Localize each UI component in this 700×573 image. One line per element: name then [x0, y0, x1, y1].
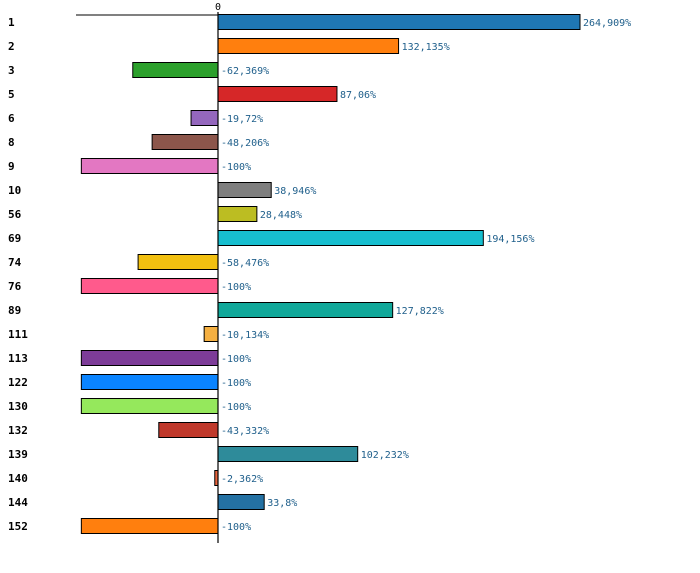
category-label: 8	[8, 136, 15, 149]
data-label: -48,206%	[221, 138, 269, 149]
data-label: -100%	[221, 282, 251, 293]
bar	[80, 398, 219, 414]
data-label: 28,448%	[260, 210, 302, 221]
bar	[217, 38, 400, 54]
category-label: 122	[8, 376, 28, 389]
category-label: 69	[8, 232, 21, 245]
category-label: 56	[8, 208, 22, 221]
data-label: 33,8%	[267, 498, 297, 509]
bar	[217, 14, 581, 30]
category-label: 3	[8, 64, 15, 77]
category-label: 2	[8, 40, 15, 53]
category-label: 89	[8, 304, 21, 317]
data-label: -100%	[221, 378, 251, 389]
category-label: 5	[8, 88, 15, 101]
category-label: 1	[8, 16, 15, 29]
category-label: 9	[8, 160, 15, 173]
category-label: 130	[8, 400, 28, 413]
data-label: -2,362%	[221, 474, 263, 485]
bar	[80, 518, 219, 534]
category-label: 132	[8, 424, 28, 437]
category-label: 76	[8, 280, 22, 293]
data-label: -62,369%	[221, 66, 269, 77]
bar	[132, 62, 219, 78]
bar	[217, 302, 394, 318]
bar	[217, 494, 265, 510]
bar	[151, 134, 219, 150]
data-label: 102,232%	[361, 450, 409, 461]
data-label: -100%	[221, 402, 251, 413]
category-label: 139	[8, 448, 28, 461]
data-label: -43,332%	[221, 426, 269, 437]
bar	[137, 254, 219, 270]
bar	[80, 158, 219, 174]
bar	[217, 230, 484, 246]
bar	[217, 182, 272, 198]
bar	[217, 206, 258, 222]
bar	[80, 278, 219, 294]
data-label: -10,134%	[221, 330, 269, 341]
data-label: 127,822%	[396, 306, 444, 317]
category-label: 140	[8, 472, 28, 485]
category-label: 144	[8, 496, 28, 509]
category-label: 113	[8, 352, 28, 365]
data-label: 132,135%	[402, 42, 450, 53]
category-label: 111	[8, 328, 28, 341]
category-label: 10	[8, 184, 21, 197]
data-label: -100%	[221, 522, 251, 533]
bar	[190, 110, 219, 126]
data-label: -19,72%	[221, 114, 263, 125]
data-label: 87,06%	[340, 90, 376, 101]
data-label: 38,946%	[274, 186, 316, 197]
category-label: 74	[8, 256, 22, 269]
data-label: 194,156%	[486, 234, 534, 245]
bar	[158, 422, 219, 438]
bar	[217, 86, 338, 102]
category-label: 152	[8, 520, 28, 533]
data-label: -58,476%	[221, 258, 269, 269]
category-label: 6	[8, 112, 15, 125]
x-tick-label: 0	[215, 2, 221, 13]
bar	[203, 326, 219, 342]
data-label: 264,909%	[583, 18, 631, 29]
data-label: -100%	[221, 162, 251, 173]
bar	[80, 374, 219, 390]
bar	[80, 350, 219, 366]
bar	[217, 446, 359, 462]
data-label: -100%	[221, 354, 251, 365]
